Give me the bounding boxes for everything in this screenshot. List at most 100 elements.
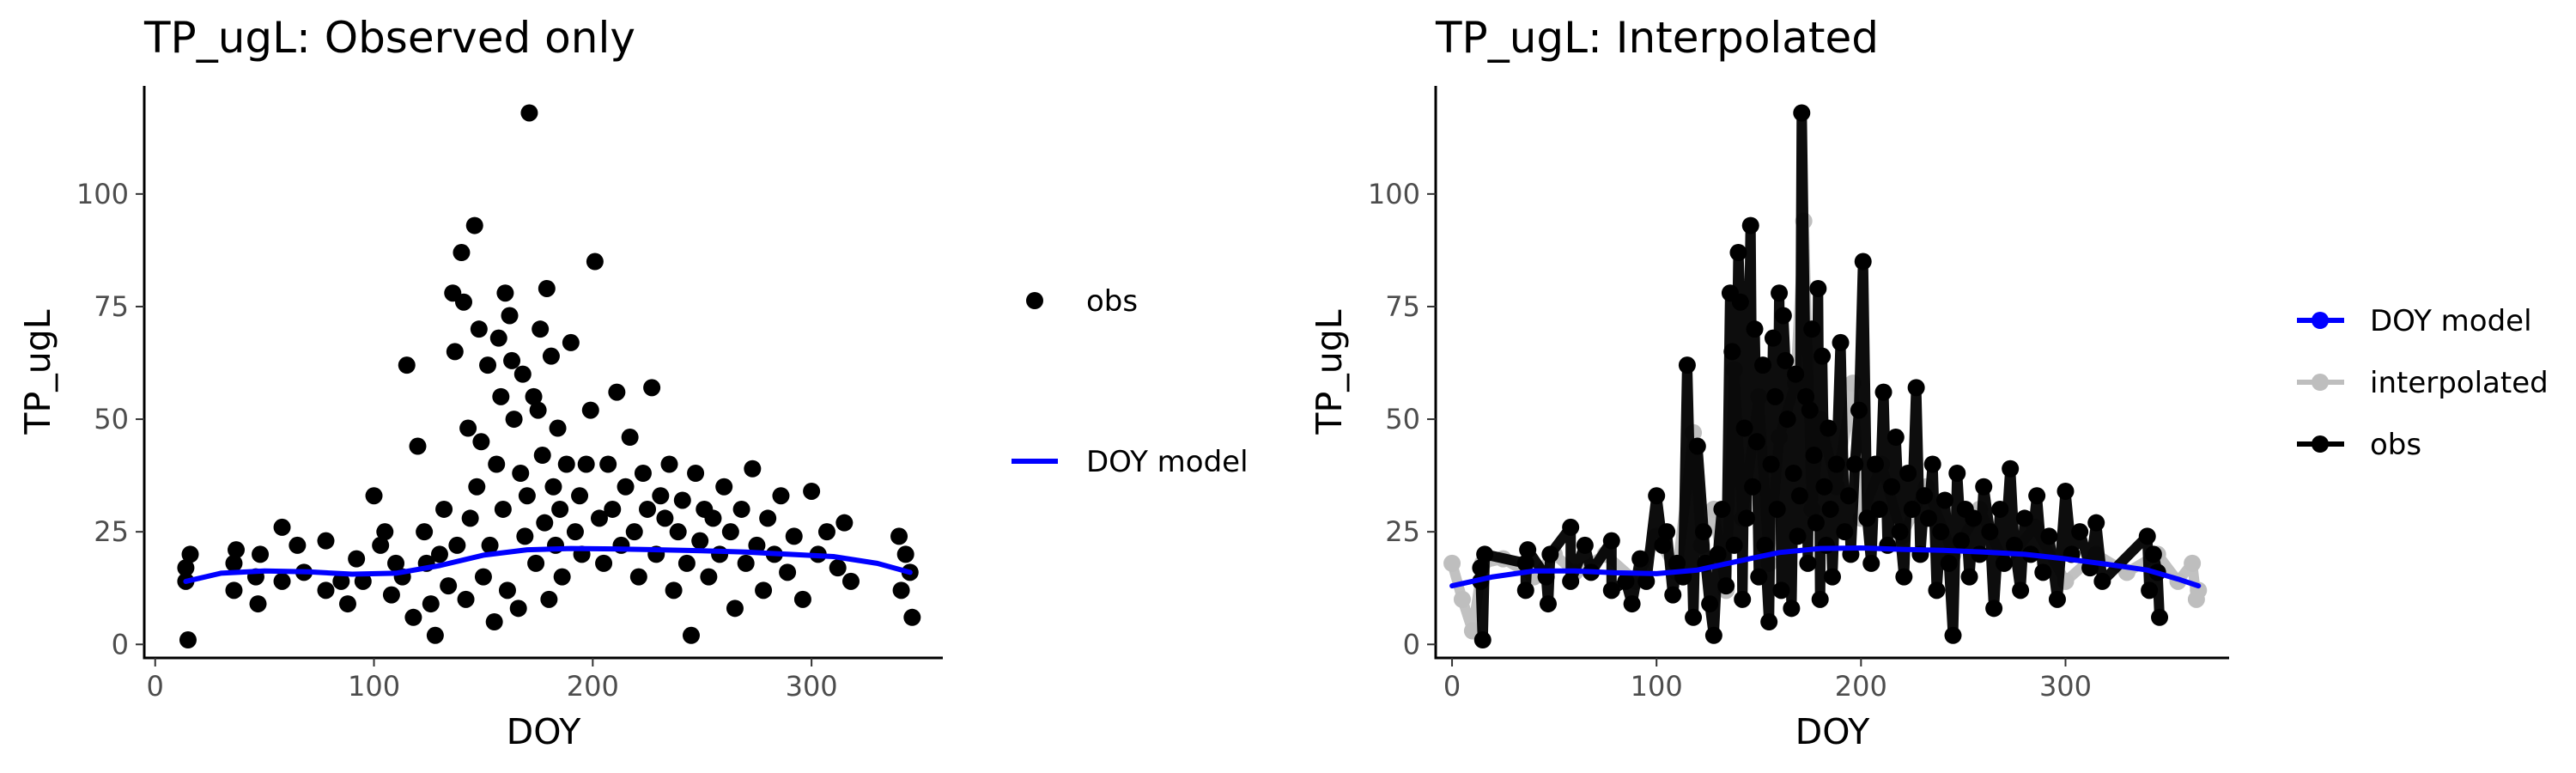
series-obs-point [1473,631,1492,649]
series-obs-point [1737,509,1755,527]
series-obs-point [586,253,604,271]
series-obs-point [793,590,811,608]
series-obs-point [1858,509,1876,527]
series-obs-point [1811,590,1829,608]
series-obs-point [1923,455,1941,473]
legend: DOY model interpolated obs [2297,304,2549,462]
series-obs-point [372,536,390,554]
series-obs-point [1631,550,1649,568]
series-obs-point [1476,545,1494,563]
series-obs-point [1768,500,1786,518]
series-obs-point [1836,523,1854,541]
series-obs-point [1874,383,1893,401]
series-obs-point [1746,320,1764,338]
series-obs-point [1820,419,1838,437]
series-obs-point [744,460,762,478]
legend-label-doy-model: DOY model [2370,304,2532,338]
series-obs-point [1637,572,1656,590]
series-obs-point [538,279,556,297]
series-obs-point [1668,554,1686,572]
series-obs-point [1935,491,1953,509]
series-obs-point [525,387,543,405]
legend-item-obs: obs [2297,428,2421,462]
series-obs-point [1895,568,1913,586]
series-obs-point [665,581,683,600]
series-obs-point [440,577,458,595]
series-obs-point [1814,347,1832,365]
series-obs-point [518,487,536,505]
series-obs-point [529,401,547,419]
series-obs-point [409,437,427,455]
series-obs-point [398,356,416,374]
series-obs-point [1862,554,1880,572]
series-obs-point [2048,590,2066,608]
x-tick-label: 300 [2039,670,2092,703]
series-obs-point [1824,568,1841,586]
y-tick-label: 100 [1368,178,1420,210]
series-obs-point [1975,478,1993,496]
series-obs-point [177,559,195,577]
series-obs-point [1648,487,1666,505]
series-obs-point [704,509,722,527]
series-obs-point [599,455,617,473]
series-obs-point [492,387,510,405]
y-axis-title: TP_ugL [17,309,58,435]
x-tick-label: 300 [786,670,838,703]
series-obs-point [1783,600,1801,618]
series-obs-point [1907,379,1925,397]
series-obs-point [1916,487,1934,505]
series-obs-point [1886,429,1905,447]
series-obs-point [2144,545,2162,563]
series-obs-point [896,545,914,563]
series-obs-point [1623,595,1641,613]
x-axis-title: DOY [1795,711,1871,752]
series-obs-point [488,455,506,473]
legend-label-obs: obs [1086,284,1138,319]
series-obs-point [817,523,835,541]
series-obs-point [1771,284,1789,302]
series-obs-point [1754,356,1772,374]
series-obs-point [536,514,554,532]
series-obs-point [737,554,755,572]
series-obs-point [2087,514,2105,532]
series-obs-point [755,581,773,600]
series-obs-point [1725,536,1743,554]
series-obs-point [228,541,246,559]
series-obs-point [2093,572,2111,590]
series-obs-point [435,500,453,518]
series-obs-point [1870,500,1888,518]
series-obs-point [595,554,613,572]
series-obs-point [1960,568,1978,586]
x-tick-label: 100 [1631,670,1683,703]
legend-key-point-interpolated [2312,374,2329,391]
series-obs-point [748,536,766,554]
series-doy-model [1449,545,2202,589]
series-obs-point [1602,581,1620,600]
series-obs-point [553,568,571,586]
series-obs-point [1654,536,1672,554]
series-obs-point [1801,401,1819,419]
series-obs-point [461,509,479,527]
series-obs-point [1965,509,1983,527]
series-obs-point [1678,356,1696,374]
series-obs-point [625,523,643,541]
series-doy-model-line [183,545,913,584]
axis-ticks: 0 100 200 300 0 25 50 75 100 [76,178,838,703]
series-obs-point [416,523,434,541]
series-obs-point [621,429,639,447]
series-interpolated-point [1443,554,1461,572]
series-obs-point [1741,216,1759,234]
legend-item-doy-model: DOY model [1012,445,1249,479]
series-obs-point [571,487,589,505]
series-obs-point [376,523,394,541]
series-obs-point [1562,572,1580,590]
series-interpolated-point [1453,590,1471,608]
series-obs-point [2028,487,2046,505]
series-obs-point [1731,293,1749,311]
series-obs-point [2138,527,2156,545]
y-tick-label: 100 [76,178,129,210]
series-obs-point [382,586,400,604]
series-obs-point [1694,523,1712,541]
